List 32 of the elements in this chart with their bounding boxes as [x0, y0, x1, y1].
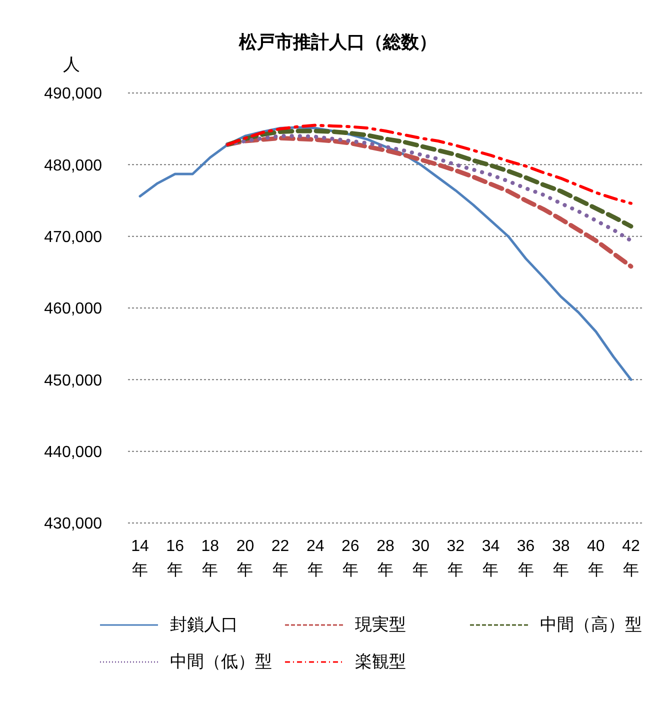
y-tick-label: 490,000: [44, 86, 102, 103]
x-tick-label: 38年: [552, 538, 570, 579]
x-tick-label: 34年: [482, 538, 500, 579]
line-series: [225, 128, 634, 229]
y-tick-label: 450,000: [44, 372, 102, 390]
x-tick-label: 30年: [412, 538, 430, 579]
x-tick-label: 24年: [306, 538, 324, 579]
x-tick-label: 20年: [236, 538, 254, 579]
legend-label: 現実型: [355, 614, 406, 636]
x-tick-label: 28年: [376, 538, 394, 579]
y-tick-label: 430,000: [44, 516, 102, 533]
x-tick-label: 42年: [622, 538, 640, 579]
x-tick-label: 16年: [166, 538, 184, 579]
y-axis-title: 人: [63, 54, 80, 76]
x-tick-label: 26年: [342, 538, 360, 579]
legend-label: 封鎖人口: [170, 614, 238, 636]
y-tick-label: 460,000: [44, 300, 102, 318]
y-tick-label: 440,000: [44, 444, 102, 462]
x-tick-label: 14年: [131, 538, 149, 579]
x-tick-label: 22年: [271, 538, 290, 579]
y-tick-label: 470,000: [44, 229, 102, 246]
legend-label: 中間（高）型: [540, 614, 642, 636]
chart-title: 松戸市推計人口（総数）: [238, 31, 438, 54]
x-tick-label: 40年: [587, 538, 605, 579]
y-tick-label: 480,000: [44, 157, 102, 174]
x-tick-label: 32年: [446, 538, 465, 579]
x-tick-label: 18年: [201, 538, 220, 579]
legend-label: 楽観型: [355, 651, 406, 673]
x-tick-label: 36年: [516, 538, 535, 579]
line-series: [226, 134, 633, 243]
legend-label: 中間（低）型: [170, 651, 272, 673]
line-series: [226, 124, 632, 205]
